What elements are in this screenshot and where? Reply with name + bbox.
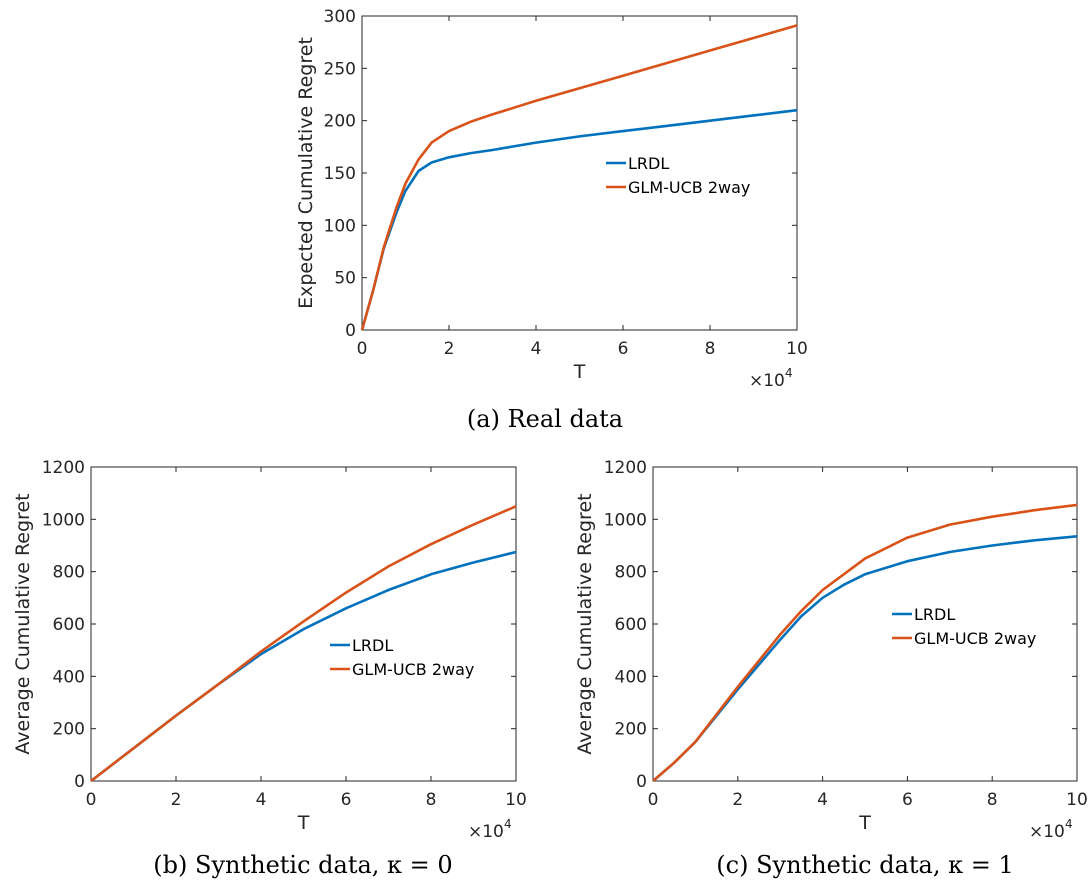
plot-area xyxy=(361,15,798,331)
y-tick-label: 600 xyxy=(53,615,85,635)
legend-entry-label: LRDL xyxy=(628,154,669,173)
panel-caption: (c) Synthetic data, κ = 1 xyxy=(716,851,1013,879)
x-multiplier: ×10 xyxy=(749,371,785,391)
x-tick-label: 8 xyxy=(987,790,998,810)
legend-entry-label: LRDL xyxy=(352,636,393,655)
y-tick-label: 800 xyxy=(53,563,85,583)
y-axis-label: Average Cumulative Regret xyxy=(574,493,596,754)
x-tick-label: 6 xyxy=(341,790,352,810)
y-axis-label: Average Cumulative Regret xyxy=(12,493,34,754)
y-tick-label: 50 xyxy=(334,269,356,289)
x-axis-label: T xyxy=(573,361,586,383)
series-line-2 xyxy=(652,503,1078,782)
y-tick-label: 400 xyxy=(53,667,85,687)
y-tick-label: 150 xyxy=(324,164,356,184)
x-tick-label: 8 xyxy=(426,790,437,810)
chart-panel-2: 0 2 4 6 8 10 0 200 400 600 800 1000 1200 T Average Cum… xyxy=(12,458,527,879)
y-tick-label: 200 xyxy=(324,112,356,132)
x-tick-label: 6 xyxy=(618,339,629,359)
y-tick-label: 250 xyxy=(324,59,356,79)
y-tick-label: 800 xyxy=(615,563,647,583)
legend-entry-label: LRDL xyxy=(914,605,955,624)
y-tick-label: 600 xyxy=(615,615,647,635)
series-line-2 xyxy=(90,505,517,783)
y-tick-label: 200 xyxy=(615,720,647,740)
x-tick-label: 4 xyxy=(531,339,542,359)
legend-entry-label: GLM-UCB 2way xyxy=(628,178,750,197)
legend: LRDL GLM-UCB 2way xyxy=(892,605,1036,648)
x-tick-label: 2 xyxy=(732,790,743,810)
x-multiplier-exponent: 4 xyxy=(785,366,793,380)
plot-area xyxy=(90,466,517,782)
x-tick-label: 2 xyxy=(171,790,182,810)
y-tick-label: 0 xyxy=(636,772,647,792)
y-tick-label: 0 xyxy=(345,321,356,341)
legend-entry-label: GLM-UCB 2way xyxy=(352,660,474,679)
y-tick-label: 1200 xyxy=(42,458,85,478)
panel-caption: (b) Synthetic data, κ = 0 xyxy=(153,851,452,879)
x-tick-label: 10 xyxy=(505,790,527,810)
x-tick-label: 0 xyxy=(357,339,368,359)
x-tick-label: 6 xyxy=(902,790,913,810)
y-tick-label: 300 xyxy=(324,7,356,27)
legend: LRDL GLM-UCB 2way xyxy=(606,154,750,197)
y-tick-label: 1200 xyxy=(604,458,647,478)
legend: LRDL GLM-UCB 2way xyxy=(330,636,474,679)
x-axis-label: T xyxy=(297,812,310,834)
panel-caption: (a) Real data xyxy=(467,405,623,433)
x-tick-label: 10 xyxy=(1066,790,1088,810)
x-tick-label: 4 xyxy=(817,790,828,810)
y-tick-label: 100 xyxy=(324,216,356,236)
x-multiplier: ×10 xyxy=(1029,822,1065,842)
x-multiplier-exponent: 4 xyxy=(1065,817,1073,831)
x-tick-label: 0 xyxy=(648,790,659,810)
series-line-2 xyxy=(360,24,798,331)
x-tick-label: 10 xyxy=(786,339,808,359)
y-tick-label: 1000 xyxy=(42,510,85,530)
y-tick-label: 0 xyxy=(74,772,85,792)
x-multiplier: ×10 xyxy=(468,822,504,842)
x-multiplier-exponent: 4 xyxy=(504,817,512,831)
y-axis-label: Expected Cumulative Regret xyxy=(295,37,317,309)
y-tick-label: 200 xyxy=(53,720,85,740)
y-tick-label: 400 xyxy=(615,667,647,687)
x-axis-label: T xyxy=(858,812,871,834)
legend-entry-label: GLM-UCB 2way xyxy=(914,629,1036,648)
y-tick-label: 1000 xyxy=(604,510,647,530)
x-tick-label: 0 xyxy=(86,790,97,810)
x-tick-label: 2 xyxy=(444,339,455,359)
x-tick-label: 4 xyxy=(256,790,267,810)
chart-panel-3: 0 2 4 6 8 10 0 200 400 600 800 1000 1200 T Average Cum… xyxy=(574,458,1088,879)
x-tick-label: 8 xyxy=(705,339,716,359)
